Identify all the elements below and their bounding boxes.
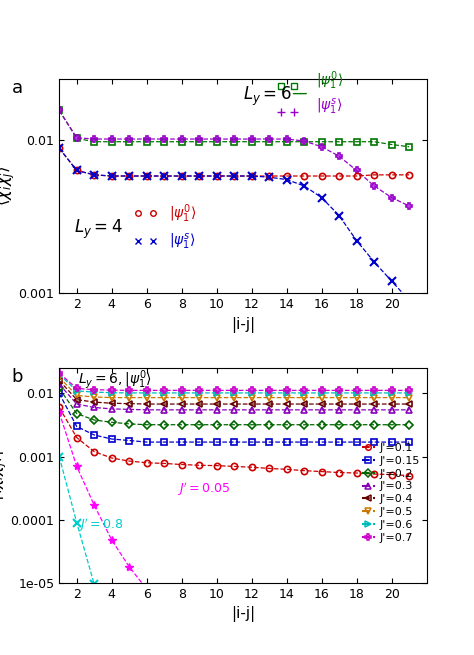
Text: b: b (11, 368, 23, 386)
Text: $|\psi^s_1\rangle$: $|\psi^s_1\rangle$ (316, 97, 343, 117)
Text: $|\psi^s_1\rangle$: $|\psi^s_1\rangle$ (169, 233, 196, 252)
Text: $|\psi^0_1\rangle$: $|\psi^0_1\rangle$ (316, 69, 344, 92)
Y-axis label: $\langle\chi_i\chi_j\rangle$: $\langle\chi_i\chi_j\rangle$ (0, 166, 17, 206)
Text: $J'=0.8$: $J'=0.8$ (78, 517, 123, 534)
X-axis label: |i-j|: |i-j| (231, 316, 255, 333)
Y-axis label: $|\langle\chi_i\chi_j\rangle|$: $|\langle\chi_i\chi_j\rangle|$ (0, 450, 9, 501)
Text: $J'=0.05$: $J'=0.05$ (177, 480, 230, 498)
Text: $L_y=4$: $L_y=4$ (74, 218, 123, 241)
Text: $|\psi^0_1\rangle$: $|\psi^0_1\rangle$ (169, 202, 197, 225)
Text: $L_y=6$: $L_y=6$ (243, 85, 292, 108)
Legend: J'=0.1, J'=0.15, J'=0.2, J'=0.3, J'=0.4, J'=0.5, J'=0.6, J'=0.7: J'=0.1, J'=0.15, J'=0.2, J'=0.3, J'=0.4,… (361, 442, 421, 544)
X-axis label: |i-j|: |i-j| (231, 607, 255, 622)
Text: a: a (11, 79, 23, 96)
Text: $L_y=6, |\psi^0_1\rangle$: $L_y=6, |\psi^0_1\rangle$ (78, 368, 152, 391)
